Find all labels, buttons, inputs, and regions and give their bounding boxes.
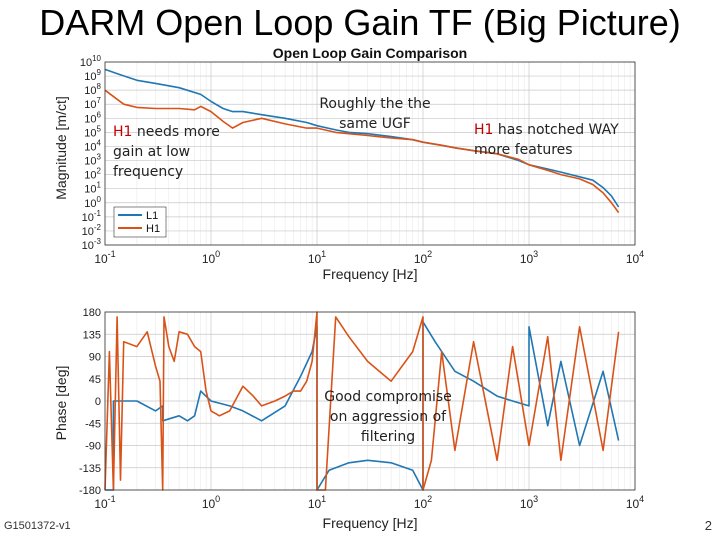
document-id: G1501372-v1 <box>4 520 71 532</box>
phase-series-h1 <box>104 311 620 491</box>
magnitude-ytick-label: 108 <box>84 82 101 97</box>
phase-axes-frame <box>104 311 636 491</box>
phase-ytick-label: 135 <box>83 329 101 341</box>
phase-xtick-label: 101 <box>308 494 326 511</box>
magnitude-series-l1 <box>104 68 620 208</box>
legend-label-h1: H1 <box>146 223 160 235</box>
magnitude-xtick-label: 102 <box>414 249 432 266</box>
magnitude-series-h1 <box>104 89 620 214</box>
magnitude-ytick-label: 10-2 <box>82 223 102 238</box>
magnitude-ytick-label: 100 <box>84 195 101 210</box>
magnitude-ytick-label: 1010 <box>80 54 102 69</box>
magnitude-ytick-label: 101 <box>84 181 101 196</box>
phase-xtick-label: 102 <box>414 494 432 511</box>
annotation-good-compromise: Good compromise on aggression of filteri… <box>324 389 452 445</box>
phase-ytick-label: -90 <box>85 441 101 453</box>
magnitude-xtick-label: 100 <box>202 249 220 266</box>
magnitude-xtick-label: 10-1 <box>94 249 115 266</box>
phase-xtick-label: 100 <box>202 494 220 511</box>
magnitude-ytick-label: 10-1 <box>82 209 102 224</box>
phase-ytick-label: -135 <box>79 463 101 475</box>
annotation-notched-features: H1 has notched WAY more features <box>474 122 619 158</box>
phase-xtick-label: 103 <box>520 494 538 511</box>
phase-ytick-label: 45 <box>89 374 101 386</box>
legend: L1 H1 <box>113 206 167 238</box>
annotation-low-freq-gain: H1 needs more gain at low frequency <box>113 124 220 180</box>
magnitude-ytick-label: 103 <box>84 153 101 168</box>
legend-label-l1: L1 <box>146 210 158 222</box>
magnitude-ytick-label: 102 <box>84 167 101 182</box>
magnitude-ytick-label: 10-3 <box>82 237 102 252</box>
phase-ytick-label: 180 <box>83 307 101 319</box>
magnitude-ylabel: Magnitude [m/ct] <box>53 96 69 200</box>
magnitude-ytick-label: 106 <box>84 110 101 125</box>
phase-xtick-label: 104 <box>626 494 644 511</box>
phase-ytick-label: -45 <box>85 418 101 430</box>
magnitude-xlabel: Frequency [Hz] <box>323 266 418 282</box>
magnitude-ytick-label: 107 <box>84 96 101 111</box>
slide-title: DARM Open Loop Gain TF (Big Picture) <box>39 2 681 43</box>
magnitude-xtick-label: 103 <box>520 249 538 266</box>
annotation-same-ugf: Roughly the the same UGF <box>319 96 431 132</box>
magnitude-xtick-label: 104 <box>626 249 644 266</box>
page-number: 2 <box>704 518 712 533</box>
phase-ytick-label: 0 <box>95 396 101 408</box>
phase-xlabel: Frequency [Hz] <box>323 515 418 531</box>
phase-ytick-label: 90 <box>89 352 101 364</box>
magnitude-plot-title: Open Loop Gain Comparison <box>273 45 467 61</box>
phase-ylabel: Phase [deg] <box>53 366 69 441</box>
phase-ytick-label: -180 <box>79 485 101 497</box>
magnitude-axes-frame <box>104 61 636 246</box>
magnitude-xtick-label: 101 <box>308 249 326 266</box>
magnitude-ytick-label: 109 <box>84 68 101 83</box>
magnitude-ytick-label: 105 <box>84 124 101 139</box>
magnitude-ytick-label: 104 <box>84 138 101 153</box>
